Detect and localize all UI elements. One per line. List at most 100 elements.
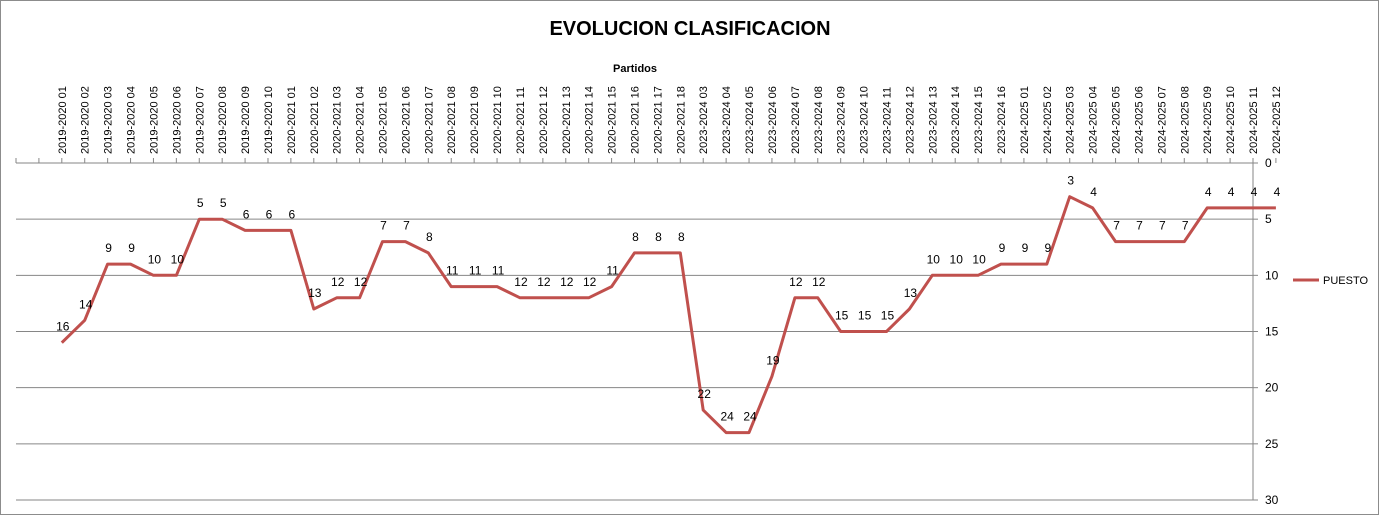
x-tick-label: 2020-2021 07: [423, 86, 435, 154]
data-label: 22: [698, 387, 712, 401]
x-tick-label: 2024-2025 01: [1019, 86, 1031, 154]
data-label: 14: [79, 297, 93, 311]
x-tick-labels: 2019-2020 01 2019-2020 02 2019-2020 03 2019…: [57, 86, 1283, 154]
data-label: 13: [904, 286, 918, 300]
data-label: 3: [1067, 174, 1074, 188]
data-label: 6: [289, 207, 296, 221]
x-tick-label: 2023-2024 15: [973, 86, 985, 154]
data-label: 15: [881, 309, 895, 323]
y-tick-label: 5: [1265, 212, 1272, 226]
y-tick-label: 30: [1265, 493, 1279, 507]
y-tick-label: 10: [1265, 268, 1279, 282]
data-label: 9: [999, 241, 1006, 255]
x-tick-label: 2020-2021 10: [492, 86, 504, 154]
data-label: 9: [128, 241, 135, 255]
data-label: 12: [789, 275, 803, 289]
data-label: 24: [743, 410, 757, 424]
data-label: 12: [354, 275, 368, 289]
x-tick-label: 2024-2025 09: [1202, 86, 1214, 154]
legend-label-puesto: PUESTO: [1323, 275, 1368, 287]
x-tick-label: 2023-2024 12: [904, 86, 916, 154]
x-tick-label: 2023-2024 16: [996, 86, 1008, 154]
data-label: 12: [331, 275, 345, 289]
y-tick-labels: 0 5 10 15 20 25 30: [1265, 156, 1279, 507]
x-tick-label: 2024-2025 07: [1156, 86, 1168, 154]
x-tick-label: 2020-2021 05: [378, 86, 390, 154]
x-tick-label: 2024-2025 10: [1225, 86, 1237, 154]
x-tick-label: 2020-2021 02: [309, 86, 321, 154]
x-tick-label: 2019-2020 06: [171, 86, 183, 154]
x-tick-label: 2023-2024 04: [721, 86, 733, 154]
data-label: 10: [972, 252, 986, 266]
data-label: 9: [1022, 241, 1029, 255]
data-label: 8: [632, 230, 639, 244]
chart-title: EVOLUCION CLASIFICACION: [549, 18, 830, 40]
x-tick-label: 2020-2021 09: [469, 86, 481, 154]
data-label: 11: [446, 264, 459, 278]
legend: PUESTO: [1293, 275, 1368, 287]
data-label: 13: [308, 286, 322, 300]
data-label: 11: [492, 264, 505, 278]
data-label: 9: [105, 241, 112, 255]
data-label: 11: [469, 264, 482, 278]
data-label: 24: [720, 410, 734, 424]
x-tick-label: 2020-2021 08: [446, 86, 458, 154]
data-label: 4: [1090, 185, 1097, 199]
x-tick-label: 2023-2024 08: [813, 86, 825, 154]
x-tick-label: 2023-2024 06: [767, 86, 779, 154]
x-tick-label: 2024-2025 08: [1179, 86, 1191, 154]
x-tick-label: 2020-2021 01: [286, 86, 298, 154]
gridlines: [16, 218, 1253, 501]
data-label: 11: [606, 264, 619, 278]
data-label: 10: [171, 252, 185, 266]
x-tick-label: 2019-2020 08: [217, 86, 229, 154]
x-tick-label: 2019-2020 09: [240, 86, 252, 154]
x-axis-title: Partidos: [613, 63, 657, 75]
x-tick-label: 2024-2025 04: [1088, 86, 1100, 154]
x-tick-label: 2019-2020 07: [194, 86, 206, 154]
x-tick-label: 2023-2024 11: [881, 87, 893, 154]
data-label: 4: [1205, 185, 1212, 199]
data-label: 12: [812, 275, 826, 289]
y-tick-label: 0: [1265, 156, 1272, 170]
x-tick-label: 2023-2024 14: [950, 86, 962, 154]
x-tick-label: 2020-2021 06: [400, 86, 412, 154]
x-tick-label: 2019-2020 05: [148, 86, 160, 154]
x-tick-label: 2024-2025 06: [1133, 86, 1145, 154]
x-tick-label: 2023-2024 09: [836, 86, 848, 154]
data-label: 12: [514, 275, 528, 289]
data-label: 7: [1182, 219, 1189, 233]
x-tick-label: 2023-2024 07: [790, 86, 802, 154]
data-label: 19: [766, 353, 780, 367]
data-label: 7: [1113, 219, 1120, 233]
data-label: 9: [1044, 241, 1051, 255]
x-tick-label: 2024-2025 02: [1042, 86, 1054, 154]
x-tick-label: 2023-2024 13: [927, 86, 939, 154]
data-label: 4: [1274, 185, 1281, 199]
data-label: 5: [197, 196, 204, 210]
x-tick-label: 2024-2025 03: [1065, 86, 1077, 154]
x-tick-label: 2024-2025 11: [1248, 87, 1260, 154]
x-tick-label: 2023-2024 05: [744, 86, 756, 154]
x-tick-label: 2019-2020 03: [103, 86, 115, 154]
data-label: 8: [655, 230, 662, 244]
x-tick-label: 2020-2021 03: [332, 86, 344, 154]
y-tick-label: 25: [1265, 437, 1279, 451]
data-label: 7: [1159, 219, 1166, 233]
x-tick-label: 2020-2021 14: [584, 86, 596, 154]
x-tick-label: 2019-2020 04: [126, 86, 138, 154]
data-label: 8: [678, 230, 685, 244]
data-label: 15: [858, 309, 872, 323]
data-label: 4: [1251, 185, 1258, 199]
data-label: 7: [1136, 219, 1143, 233]
x-tick-label: 2019-2020 01: [57, 86, 69, 154]
y-tick-label: 20: [1265, 381, 1279, 395]
data-label: 8: [426, 230, 433, 244]
x-tick-label: 2024-2025 12: [1271, 86, 1283, 154]
x-tick-label: 2023-2024 03: [698, 86, 710, 154]
data-label: 10: [148, 252, 162, 266]
data-label: 6: [243, 207, 250, 221]
data-label: 6: [266, 207, 273, 221]
data-label: 7: [380, 219, 387, 233]
